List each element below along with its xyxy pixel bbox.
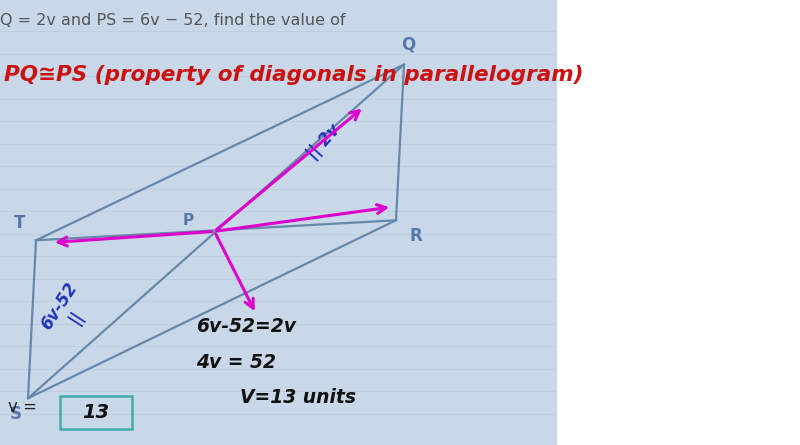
Text: T: T: [14, 214, 26, 231]
Text: V=13 units: V=13 units: [240, 388, 356, 407]
Bar: [60, 396, 132, 429]
Text: P: P: [182, 213, 194, 228]
Text: PQ≅PS (property of diagonals in parallelogram): PQ≅PS (property of diagonals in parallel…: [4, 65, 583, 85]
Text: || 2v: || 2v: [304, 121, 344, 163]
Text: Q = 2v and PS = 6v − 52, find the value of: Q = 2v and PS = 6v − 52, find the value …: [0, 13, 346, 28]
Text: 4v = 52: 4v = 52: [196, 352, 276, 372]
Bar: [0, 0, 556, 445]
Text: S: S: [10, 405, 22, 423]
Text: 13: 13: [82, 404, 110, 422]
Text: Q: Q: [401, 36, 415, 53]
Text: R: R: [410, 227, 422, 245]
Text: v =: v =: [8, 398, 42, 416]
Text: 6v-52=2v: 6v-52=2v: [196, 317, 296, 336]
Text: 6v-52
||: 6v-52 ||: [38, 279, 98, 344]
